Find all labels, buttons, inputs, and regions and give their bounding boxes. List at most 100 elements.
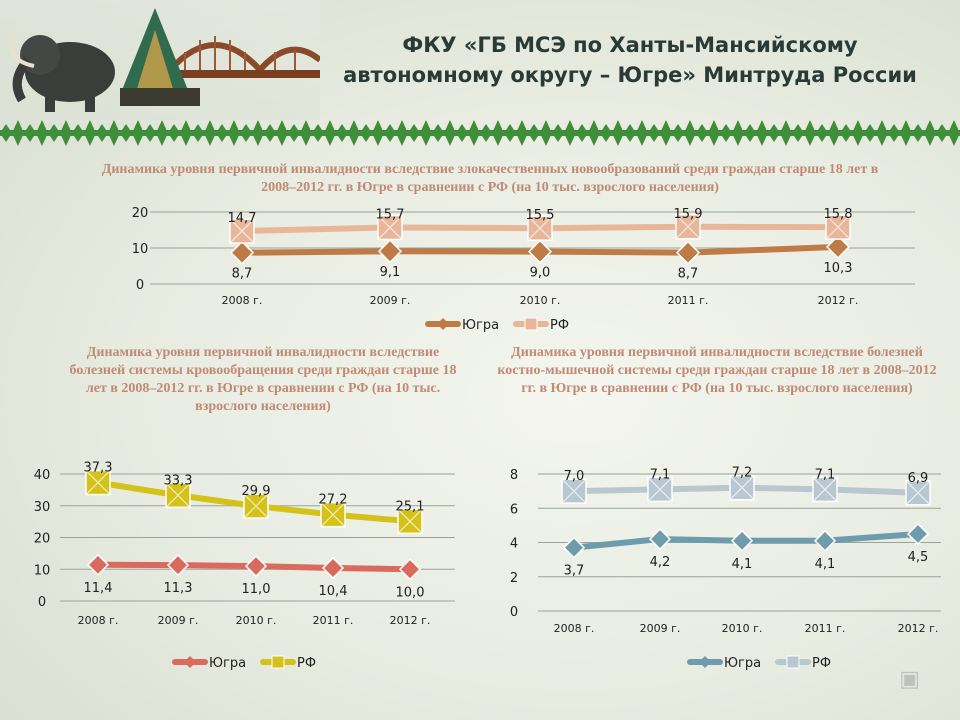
data-label: 15,9 xyxy=(674,207,703,222)
x-tick-label: 2011 г. xyxy=(313,614,354,627)
legend-label: РФ xyxy=(550,318,569,333)
data-label: 11,0 xyxy=(242,582,271,597)
page-title-line2: автономному округу – Югре» Минтруда Росс… xyxy=(343,63,917,87)
data-label: 25,1 xyxy=(396,499,425,514)
ornament-motif xyxy=(192,120,216,146)
x-tick-label: 2011 г. xyxy=(668,294,709,307)
ornament-motif xyxy=(480,120,504,146)
data-label: 3,7 xyxy=(564,564,585,579)
data-label: 29,9 xyxy=(242,484,271,499)
data-point-marker xyxy=(244,555,268,578)
page-title-line1: ФКУ «ГБ МСЭ по Ханты-Мансийскому xyxy=(402,33,858,57)
ornament-motif xyxy=(816,120,840,146)
y-tick-label: 10 xyxy=(132,242,149,257)
x-tick-label: 2011 г. xyxy=(805,622,846,635)
ornament-motif xyxy=(264,120,288,146)
ornament-motif xyxy=(504,120,528,146)
data-point-marker xyxy=(377,239,403,264)
data-label: 9,0 xyxy=(530,266,551,281)
data-label: 8,7 xyxy=(678,267,699,282)
ornament-motif xyxy=(168,120,192,146)
data-point-marker xyxy=(906,522,930,545)
x-tick-label: 2008 г. xyxy=(78,614,119,627)
data-label: 7,2 xyxy=(732,466,753,481)
ornament-band xyxy=(0,120,960,146)
data-point-marker xyxy=(562,536,586,559)
data-point-marker xyxy=(648,528,672,551)
ornament-motif xyxy=(936,120,960,146)
data-label: 4,1 xyxy=(815,557,836,572)
marker-highlight xyxy=(905,480,931,506)
ornament-motif xyxy=(24,120,48,146)
legend-label: РФ xyxy=(812,656,831,671)
marker-highlight xyxy=(561,478,587,504)
data-label: 4,5 xyxy=(908,550,929,565)
y-tick-label: 0 xyxy=(510,605,518,620)
data-point-marker xyxy=(813,529,837,552)
data-label: 11,3 xyxy=(164,581,193,596)
data-label: 8,7 xyxy=(232,267,253,282)
ornament-motif xyxy=(720,120,744,146)
chart-top-title: Динамика уровня первичной инвалидности в… xyxy=(101,162,879,195)
legend-marker xyxy=(786,655,800,669)
data-label: 15,7 xyxy=(376,207,405,222)
legend-label: РФ xyxy=(297,656,316,671)
data-point-marker xyxy=(675,240,701,265)
x-tick-label: 2010 г. xyxy=(236,614,277,627)
marker-highlight xyxy=(320,502,346,528)
marker-highlight xyxy=(729,475,755,501)
y-tick-label: 20 xyxy=(132,206,149,221)
legend-marker xyxy=(524,317,538,331)
data-label: 14,7 xyxy=(228,211,257,226)
marker-highlight xyxy=(85,470,111,495)
legend-marker xyxy=(184,656,196,668)
data-label: 6,9 xyxy=(908,471,929,486)
data-label: 15,5 xyxy=(526,208,555,223)
ornament-motif xyxy=(0,120,24,146)
data-point-marker xyxy=(86,553,110,576)
ornament-motif xyxy=(648,120,672,146)
ornament-motif xyxy=(672,120,696,146)
data-label: 4,2 xyxy=(650,555,671,570)
ornament-motif xyxy=(912,120,936,146)
ornament-motif xyxy=(120,120,144,146)
y-tick-label: 20 xyxy=(34,532,51,547)
marker-highlight xyxy=(243,493,269,519)
ornament-motif xyxy=(840,120,864,146)
ornament-motif xyxy=(600,120,624,146)
ornament-motif xyxy=(408,120,432,146)
marker-highlight xyxy=(229,218,255,244)
page-title: ФКУ «ГБ МСЭ по Ханты-Мансийскому автоном… xyxy=(320,30,940,90)
legend-label: Югра xyxy=(209,656,246,671)
ornament-motif xyxy=(384,120,408,146)
marker-highlight xyxy=(527,215,553,241)
marker-highlight xyxy=(397,508,423,534)
ornament-motif xyxy=(792,120,816,146)
data-label: 37,3 xyxy=(84,461,113,476)
marker-highlight xyxy=(165,482,191,508)
data-point-marker xyxy=(825,234,851,259)
ornament-motif xyxy=(96,120,120,146)
ornament-motif xyxy=(888,120,912,146)
data-point-marker xyxy=(166,554,190,577)
legend-marker xyxy=(699,656,711,668)
legend-marker xyxy=(271,655,285,669)
data-point-marker xyxy=(321,556,345,580)
data-point-marker xyxy=(229,240,255,265)
data-label: 10,3 xyxy=(824,261,853,276)
y-tick-label: 8 xyxy=(510,468,518,483)
y-tick-label: 30 xyxy=(34,500,51,515)
ornament-motif xyxy=(288,120,312,146)
ornament-motif xyxy=(624,120,648,146)
y-tick-label: 10 xyxy=(34,563,51,578)
data-label: 27,2 xyxy=(319,493,348,508)
legend-label: Югра xyxy=(724,656,761,671)
ornament-motif xyxy=(744,120,768,146)
data-label: 10,0 xyxy=(396,585,425,600)
data-label: 11,4 xyxy=(84,581,113,596)
marker-highlight xyxy=(825,214,851,240)
x-tick-label: 2008 г. xyxy=(222,294,263,307)
